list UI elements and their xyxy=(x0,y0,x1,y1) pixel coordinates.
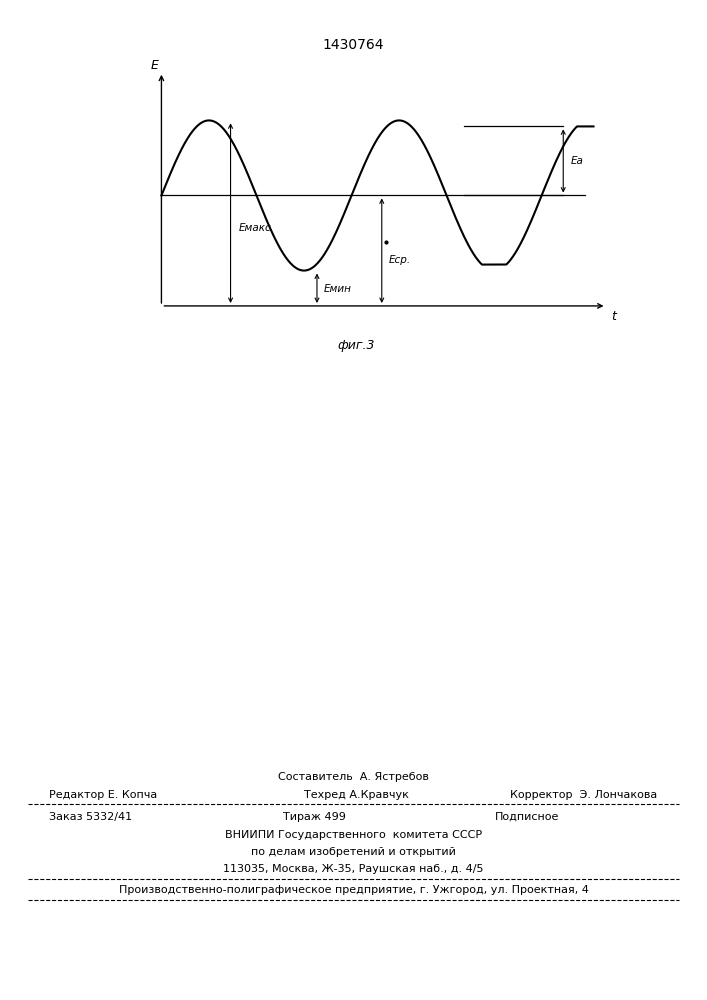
Text: Eср.: Eср. xyxy=(388,255,410,265)
Text: E: E xyxy=(151,59,159,72)
Text: Тираж 499: Тираж 499 xyxy=(283,812,346,822)
Text: по делам изобретений и открытий: по делам изобретений и открытий xyxy=(251,847,456,857)
Text: Eа: Eа xyxy=(571,156,584,166)
Text: 113035, Москва, Ж-35, Раушская наб., д. 4/5: 113035, Москва, Ж-35, Раушская наб., д. … xyxy=(223,864,484,874)
Text: Eмакс: Eмакс xyxy=(238,223,271,233)
Text: ВНИИПИ Государственного  комитета СССР: ВНИИПИ Государственного комитета СССР xyxy=(225,830,482,840)
Text: фиг.3: фиг.3 xyxy=(337,339,375,352)
Text: Производственно-полиграфическое предприятие, г. Ужгород, ул. Проектная, 4: Производственно-полиграфическое предприя… xyxy=(119,885,588,895)
Text: 1430764: 1430764 xyxy=(323,38,384,52)
Text: Редактор Е. Копча: Редактор Е. Копча xyxy=(49,790,158,800)
Text: Корректор  Э. Лончакова: Корректор Э. Лончакова xyxy=(510,790,658,800)
Text: Заказ 5332/41: Заказ 5332/41 xyxy=(49,812,133,822)
Text: Составитель  А. Ястребов: Составитель А. Ястребов xyxy=(278,772,429,782)
Text: Eмин: Eмин xyxy=(324,284,351,294)
Text: t: t xyxy=(611,310,616,323)
Text: Техред А.Кравчук: Техред А.Кравчук xyxy=(304,790,409,800)
Text: Подписное: Подписное xyxy=(495,812,559,822)
